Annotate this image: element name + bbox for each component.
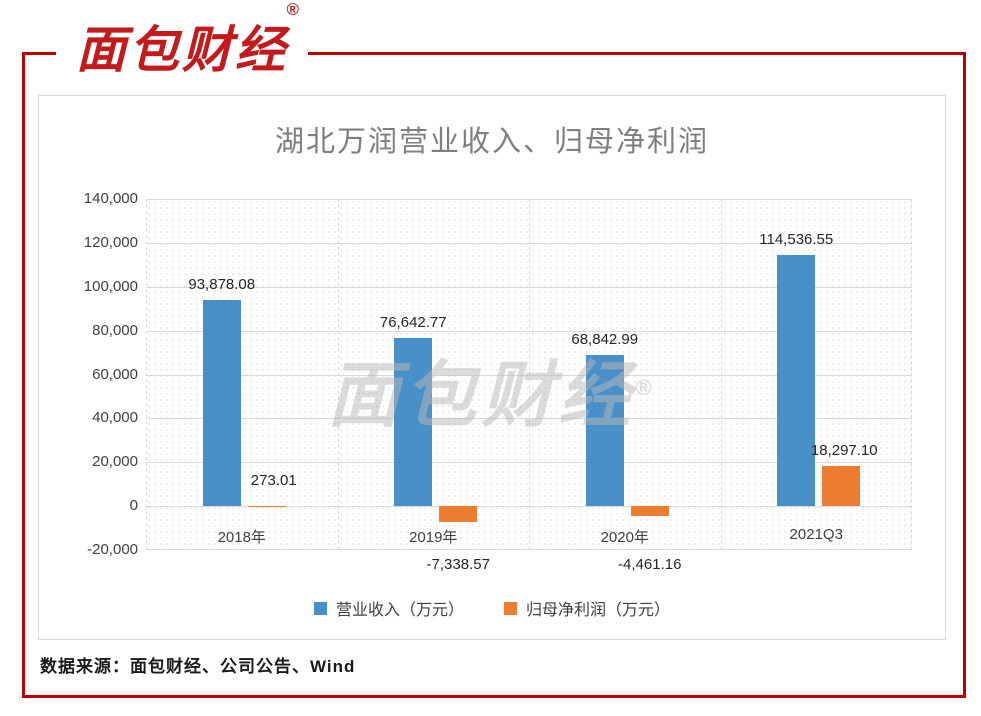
profit-bar — [822, 465, 861, 507]
legend-revenue-label: 营业收入（万元） — [335, 602, 464, 619]
profit-bar — [630, 506, 669, 516]
profit-bar — [247, 505, 286, 507]
y-tick-label: 120,000 — [83, 233, 138, 251]
revenue-value-label: 114,536.55 — [759, 230, 834, 248]
data-source-note: 数据来源：面包财经、公司公告、Wind — [40, 657, 356, 676]
chart-panel: 湖北万润营业收入、归母净利润 140,000 120,000 100,000 80,0… — [38, 95, 946, 640]
profit-bar — [439, 506, 478, 523]
category-boundary-line — [911, 199, 912, 550]
revenue-bar — [585, 355, 624, 507]
profit-value-label: -4,461.16 — [618, 556, 682, 573]
legend-item-revenue: 营业收入（万元） — [313, 596, 464, 620]
plot-area: 93,878.08 273.01 2018年 76,642.77 -7,338.57 20… — [146, 199, 912, 573]
brand-logo-wordmark: 面包财经 — [76, 22, 288, 78]
y-tick-label: 140,000 — [83, 190, 138, 207]
x-category-label: 2019年 — [409, 529, 458, 547]
x-category-label: 2018年 — [217, 529, 266, 547]
x-category-label: 2020年 — [600, 529, 649, 547]
brand-logo-text: 面包财经 ® — [76, 0, 299, 82]
legend-profit-label: 归母净利润（万元） — [526, 602, 671, 619]
brand-logo: 面包财经 ® — [56, 0, 308, 90]
category-boundary-line — [720, 199, 722, 550]
y-tick-label: 100,000 — [83, 277, 138, 295]
legend-item-profit: 归母净利润（万元） — [504, 596, 670, 620]
revenue-bar — [202, 300, 241, 507]
category-boundary-line — [146, 199, 147, 550]
category-boundary-line — [529, 199, 530, 550]
y-tick-label: -20,000 — [87, 541, 138, 558]
y-tick-label: 40,000 — [92, 409, 138, 427]
registered-trademark-icon: ® — [286, 0, 302, 19]
y-tick-label: 0 — [129, 497, 138, 515]
chart-title: 湖北万润营业收入、归母净利润 — [274, 126, 709, 158]
y-tick-label: 20,000 — [92, 453, 138, 471]
revenue-value-label: 93,878.08 — [188, 276, 256, 294]
y-axis: 140,000 120,000 100,000 80,000 60,000 40,000 2… — [39, 190, 138, 558]
revenue-bar — [394, 337, 433, 507]
brand-frame — [22, 52, 966, 698]
revenue-value-label: 76,642.77 — [379, 313, 447, 331]
profit-swatch-icon — [504, 601, 517, 615]
y-tick-label: 60,000 — [92, 365, 138, 383]
revenue-value-label: 68,842.99 — [571, 331, 639, 349]
revenue-bar — [777, 254, 816, 507]
profit-value-label: 18,297.10 — [810, 441, 878, 459]
category-boundary-line — [337, 199, 339, 550]
profit-value-label: 273.01 — [250, 472, 297, 490]
revenue-swatch-icon — [313, 601, 327, 615]
x-category-label: 2021Q3 — [789, 526, 843, 544]
legend: 营业收入（万元） 归母净利润（万元） — [39, 596, 945, 620]
y-tick-label: 80,000 — [92, 321, 138, 339]
profit-value-label: -7,338.57 — [426, 556, 490, 573]
